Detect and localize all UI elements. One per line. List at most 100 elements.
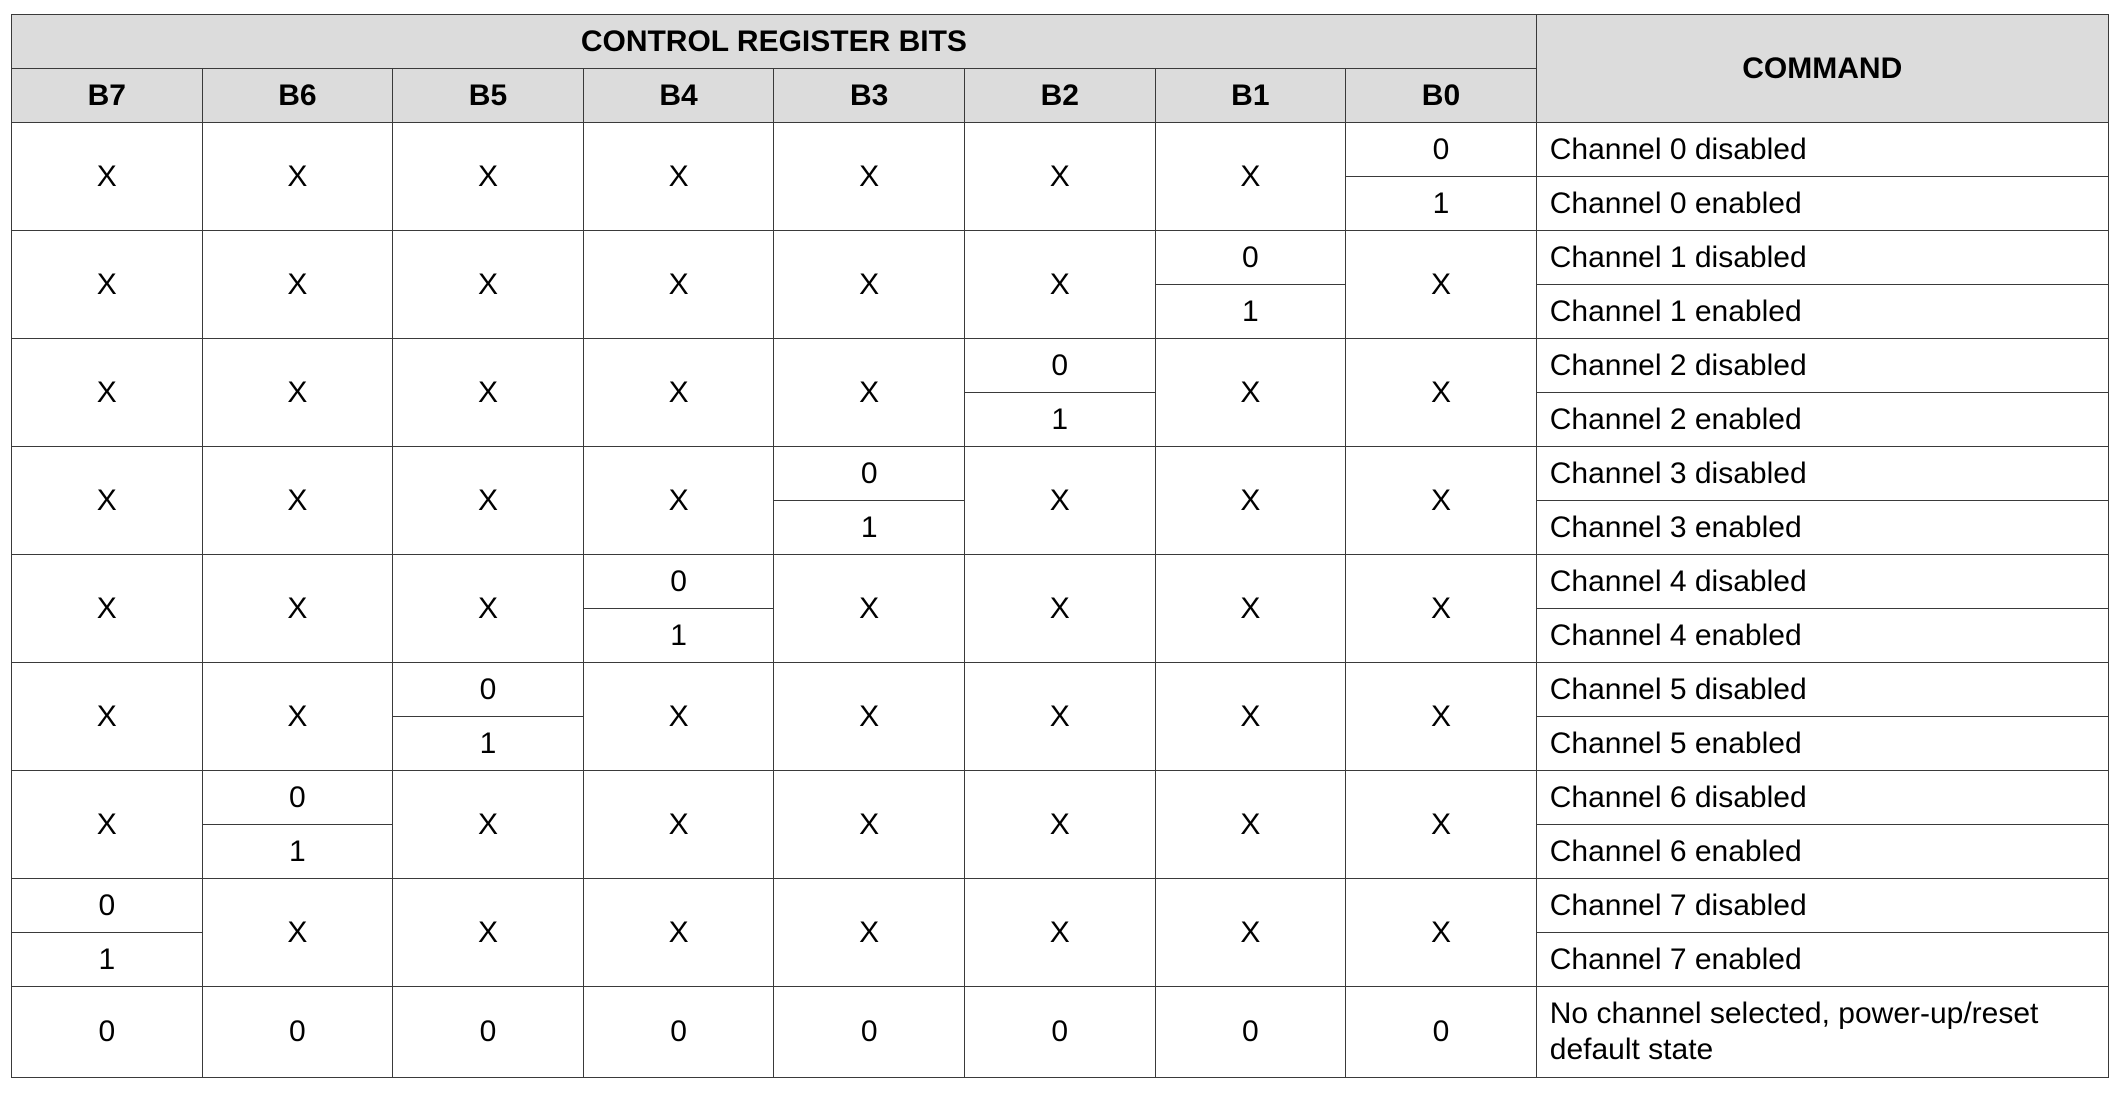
command-header: COMMAND bbox=[1535, 14, 2109, 123]
bit-cell: X bbox=[773, 338, 965, 447]
bit-cell: 0 bbox=[392, 662, 584, 717]
bit-cell: X bbox=[11, 230, 203, 339]
command-cell: Channel 0 enabled bbox=[1535, 176, 2109, 231]
table-row: 1 Channel 4 enabled bbox=[12, 608, 2109, 663]
command-cell: Channel 4 disabled bbox=[1535, 554, 2109, 609]
bit-cell: X bbox=[582, 662, 775, 771]
bit-cell: X bbox=[11, 446, 203, 555]
command-cell: Channel 0 disabled bbox=[1535, 122, 2109, 177]
bit-cell: X bbox=[392, 770, 584, 879]
bit-cell: 1 bbox=[392, 716, 584, 771]
bit-cell: X bbox=[392, 122, 584, 231]
bit-cell: X bbox=[1154, 338, 1347, 447]
command-cell: Channel 2 enabled bbox=[1535, 392, 2109, 447]
command-cell: Channel 3 enabled bbox=[1535, 500, 2109, 555]
bit-cell: 0 bbox=[582, 554, 775, 609]
bit-cell: 0 bbox=[963, 986, 1156, 1078]
control-register-bits-header: CONTROL REGISTER BITS bbox=[11, 14, 1537, 69]
table-row: X X X X X 0 X X Channel 2 disabled bbox=[11, 338, 2109, 447]
bit-cell: X bbox=[11, 338, 203, 447]
default-row: 0 0 0 0 0 0 0 0 No channel selected, power-up/re… bbox=[11, 986, 2109, 1078]
command-cell: Channel 3 disabled bbox=[1535, 446, 2109, 501]
command-cell: Channel 7 disabled bbox=[1535, 878, 2109, 933]
table-row: 1 Channel 2 enabled bbox=[12, 392, 2109, 447]
bit-cell: 0 bbox=[1345, 122, 1537, 177]
bit-cell: X bbox=[582, 338, 775, 447]
command-cell: Channel 6 enabled bbox=[1535, 824, 2109, 879]
bit-cell: X bbox=[11, 122, 203, 231]
bit-cell: X bbox=[773, 230, 965, 339]
bit-cell: X bbox=[201, 230, 394, 339]
table-row: 1 Channel 7 enabled bbox=[11, 932, 2109, 987]
bit-cell: X bbox=[201, 554, 394, 663]
bit-cell: X bbox=[392, 554, 584, 663]
bit-cell: X bbox=[582, 230, 775, 339]
bit-header-b0: B0 bbox=[1345, 68, 1537, 123]
command-cell: Channel 1 disabled bbox=[1535, 230, 2109, 285]
bit-cell: X bbox=[1154, 878, 1347, 987]
bit-cell: X bbox=[1345, 338, 1537, 447]
bit-cell: X bbox=[582, 122, 775, 231]
bit-cell: 0 bbox=[963, 338, 1156, 393]
bit-cell: 0 bbox=[1345, 986, 1537, 1078]
bit-cell: 1 bbox=[1345, 176, 1537, 231]
bit-cell: X bbox=[1154, 770, 1347, 879]
command-cell: Channel 5 enabled bbox=[1535, 716, 2109, 771]
bit-cell: X bbox=[773, 554, 965, 663]
bit-cell: 0 bbox=[1154, 986, 1347, 1078]
bit-cell: 0 bbox=[11, 878, 203, 933]
bit-cell: X bbox=[963, 554, 1156, 663]
control-register-table: CONTROL REGISTER BITS COMMAND B7 B6 B5 B4 B3… bbox=[11, 14, 2109, 1078]
bit-cell: X bbox=[1345, 446, 1537, 555]
table-body: X X X X X X X 0 Channel 0 disabled 1 Channel 0 ena… bbox=[11, 122, 2109, 1078]
command-cell: Channel 2 disabled bbox=[1535, 338, 2109, 393]
bit-cell: X bbox=[582, 446, 775, 555]
bit-cell: 0 bbox=[392, 986, 584, 1078]
table-row: X 0 X X X X X X Channel 6 disabled bbox=[11, 770, 2109, 879]
bit-cell: X bbox=[1154, 122, 1347, 231]
bit-cell: X bbox=[1345, 662, 1537, 771]
bit-cell: 0 bbox=[1154, 230, 1347, 285]
bit-cell: X bbox=[201, 338, 394, 447]
bit-cell: 1 bbox=[1154, 284, 1347, 339]
bit-header-b1: B1 bbox=[1154, 68, 1347, 123]
bit-cell: X bbox=[1154, 446, 1347, 555]
bit-cell: X bbox=[1345, 554, 1537, 663]
bit-cell: X bbox=[392, 230, 584, 339]
table-row: 1 Channel 6 enabled bbox=[12, 824, 2109, 879]
bit-cell: X bbox=[963, 446, 1156, 555]
table-row: X X 0 X X X X X Channel 5 disabled bbox=[11, 662, 2109, 771]
command-cell: Channel 1 enabled bbox=[1535, 284, 2109, 339]
bit-cell: X bbox=[11, 662, 203, 771]
bit-cell: X bbox=[582, 770, 775, 879]
bit-cell: X bbox=[963, 662, 1156, 771]
bit-cell: X bbox=[201, 122, 394, 231]
bit-header-b6: B6 bbox=[201, 68, 394, 123]
bit-cell: 0 bbox=[201, 986, 394, 1078]
bit-cell: X bbox=[773, 662, 965, 771]
bit-cell: X bbox=[201, 878, 394, 987]
bit-cell: 1 bbox=[582, 608, 775, 663]
bit-cell: X bbox=[1345, 230, 1537, 339]
header-row-1: CONTROL REGISTER BITS COMMAND bbox=[11, 14, 2109, 123]
bit-cell: X bbox=[1154, 662, 1347, 771]
bit-cell: X bbox=[201, 662, 394, 771]
bit-cell: 0 bbox=[11, 986, 203, 1078]
bit-cell: X bbox=[201, 446, 394, 555]
bit-cell: X bbox=[392, 878, 584, 987]
bit-cell: X bbox=[963, 770, 1156, 879]
bit-cell: X bbox=[392, 338, 584, 447]
table-row: X X X X X X X 0 Channel 0 disabled bbox=[11, 122, 2109, 231]
command-cell: Channel 5 disabled bbox=[1535, 662, 2109, 717]
bit-cell: X bbox=[1345, 878, 1537, 987]
bit-cell: X bbox=[582, 878, 775, 987]
bit-header-b7: B7 bbox=[11, 68, 203, 123]
bit-cell: 1 bbox=[11, 932, 203, 987]
table-row: X X X X 0 X X X Channel 3 disabled bbox=[11, 446, 2109, 555]
table-row: 1 Channel 5 enabled bbox=[12, 716, 2109, 771]
bit-header-b2: B2 bbox=[963, 68, 1156, 123]
table-row: 0 X X X X X X X Channel 7 disabled bbox=[11, 878, 2109, 987]
bit-cell: X bbox=[773, 878, 965, 987]
bit-cell: X bbox=[1345, 770, 1537, 879]
bit-cell: X bbox=[773, 770, 965, 879]
